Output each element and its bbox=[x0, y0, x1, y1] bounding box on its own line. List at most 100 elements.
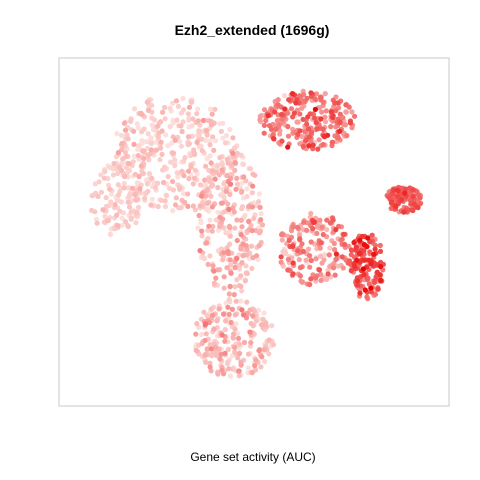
data-point bbox=[209, 111, 215, 117]
data-point bbox=[133, 210, 139, 216]
data-point bbox=[117, 208, 123, 214]
data-point bbox=[223, 318, 229, 324]
data-point bbox=[352, 113, 358, 119]
data-point bbox=[305, 126, 312, 132]
data-point bbox=[158, 197, 164, 203]
data-point bbox=[317, 95, 324, 101]
data-point bbox=[207, 253, 213, 259]
data-point bbox=[202, 352, 208, 358]
data-point bbox=[304, 121, 310, 127]
data-point bbox=[362, 287, 368, 293]
data-point bbox=[230, 135, 236, 141]
data-point bbox=[135, 153, 141, 159]
data-point bbox=[258, 210, 264, 217]
data-point bbox=[172, 202, 179, 208]
data-point bbox=[203, 137, 209, 143]
data-point bbox=[255, 199, 262, 205]
data-point bbox=[255, 257, 261, 263]
data-point bbox=[328, 109, 335, 115]
data-point bbox=[115, 182, 121, 188]
data-point bbox=[307, 253, 313, 259]
data-point bbox=[357, 290, 363, 296]
data-point bbox=[180, 190, 187, 197]
data-point bbox=[212, 176, 218, 182]
data-point bbox=[119, 215, 125, 221]
data-point bbox=[258, 217, 264, 223]
data-point bbox=[149, 175, 155, 181]
data-point bbox=[227, 257, 233, 263]
data-point bbox=[368, 261, 374, 267]
data-point bbox=[195, 118, 201, 124]
data-point bbox=[204, 346, 210, 352]
data-point bbox=[231, 292, 237, 298]
data-point bbox=[170, 100, 176, 106]
data-point bbox=[207, 342, 213, 348]
data-point bbox=[258, 364, 264, 370]
data-point bbox=[135, 204, 142, 210]
data-point bbox=[112, 202, 118, 208]
data-point bbox=[214, 162, 220, 168]
data-point bbox=[119, 223, 125, 229]
data-point bbox=[215, 209, 221, 215]
data-point bbox=[200, 117, 206, 124]
data-point bbox=[229, 163, 235, 169]
data-point bbox=[240, 312, 247, 318]
data-point bbox=[281, 93, 288, 99]
data-point bbox=[222, 140, 229, 146]
data-point bbox=[198, 220, 204, 226]
data-point bbox=[135, 125, 141, 131]
data-point bbox=[223, 188, 229, 194]
data-point bbox=[148, 202, 154, 208]
data-point bbox=[240, 161, 246, 167]
data-point bbox=[232, 349, 238, 355]
data-point bbox=[386, 194, 392, 200]
data-point bbox=[371, 251, 377, 257]
data-point bbox=[333, 256, 339, 262]
data-point bbox=[285, 123, 291, 130]
data-point bbox=[199, 193, 205, 199]
data-point bbox=[131, 128, 137, 134]
data-point bbox=[214, 318, 220, 324]
data-point bbox=[317, 245, 323, 251]
data-point bbox=[276, 122, 282, 128]
data-point bbox=[410, 193, 416, 199]
data-point bbox=[167, 105, 173, 111]
data-point bbox=[320, 231, 326, 238]
data-point bbox=[217, 214, 223, 220]
data-point bbox=[180, 107, 187, 113]
data-point bbox=[303, 137, 309, 143]
data-point bbox=[332, 247, 338, 253]
data-point bbox=[94, 220, 100, 226]
data-point bbox=[322, 119, 329, 125]
data-point bbox=[279, 111, 285, 118]
data-point bbox=[202, 177, 208, 183]
data-point bbox=[261, 122, 267, 128]
data-point bbox=[322, 114, 328, 120]
data-point bbox=[201, 255, 208, 262]
data-point bbox=[248, 222, 254, 228]
data-point bbox=[255, 307, 262, 313]
data-point bbox=[316, 137, 322, 143]
data-point bbox=[226, 366, 232, 372]
data-point bbox=[377, 272, 383, 278]
data-point bbox=[339, 236, 345, 242]
data-point bbox=[299, 279, 305, 285]
data-point bbox=[417, 201, 423, 207]
data-point bbox=[194, 111, 200, 117]
data-point bbox=[373, 274, 379, 280]
data-point bbox=[339, 254, 345, 260]
data-point bbox=[177, 138, 183, 144]
data-point bbox=[324, 227, 330, 233]
data-point bbox=[108, 199, 114, 205]
data-point bbox=[165, 174, 171, 180]
data-point bbox=[320, 141, 326, 148]
data-point bbox=[185, 134, 192, 140]
data-point bbox=[243, 270, 249, 276]
data-point bbox=[378, 277, 384, 283]
data-point bbox=[361, 248, 367, 254]
data-point bbox=[207, 106, 213, 112]
data-point bbox=[324, 276, 330, 283]
data-point bbox=[185, 191, 191, 197]
data-point bbox=[316, 267, 323, 273]
data-point bbox=[170, 150, 177, 156]
